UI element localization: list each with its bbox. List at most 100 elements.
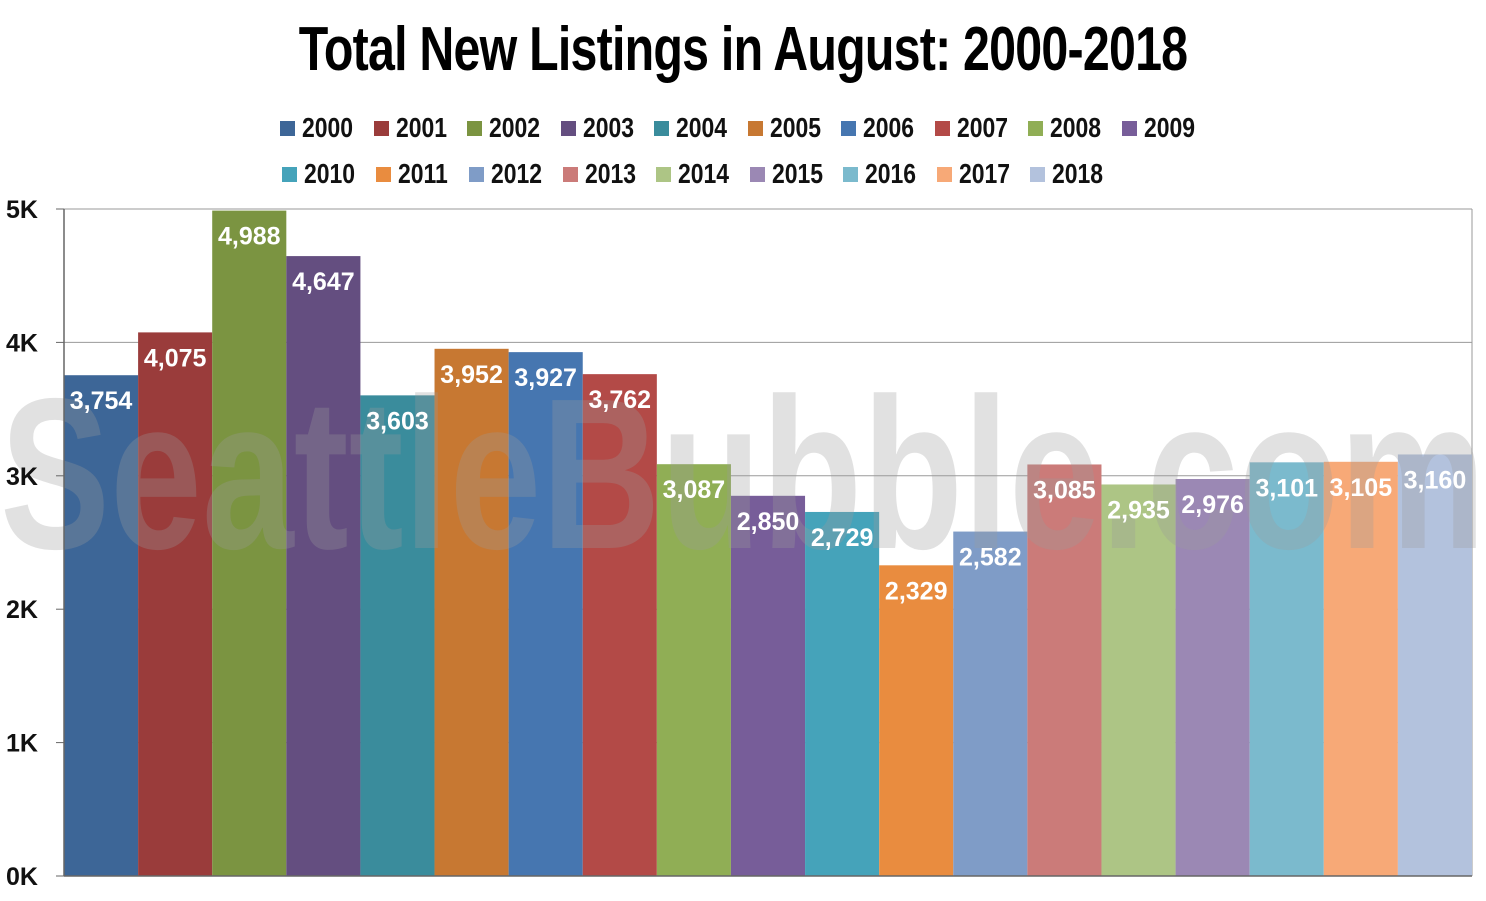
legend-item-2010: 2010 bbox=[282, 154, 366, 194]
y-tick-label: 5K bbox=[6, 196, 38, 224]
bar-2006 bbox=[508, 352, 583, 877]
data-label-2004: 3,603 bbox=[366, 407, 429, 435]
data-label-2009: 2,850 bbox=[737, 508, 800, 536]
legend-label: 2002 bbox=[489, 112, 541, 143]
legend-item-2011: 2011 bbox=[375, 154, 459, 194]
data-label-2013: 3,085 bbox=[1033, 476, 1096, 504]
bar-2002 bbox=[212, 210, 287, 876]
data-labels: 3,754 4,075 4,988 4,647 3,603 3,952 3,927 3,762… bbox=[70, 223, 1466, 606]
bar-2010 bbox=[805, 511, 880, 876]
legend-label: 2011 bbox=[397, 158, 448, 189]
bar-2015 bbox=[1175, 479, 1250, 876]
bar-2013 bbox=[1027, 464, 1102, 876]
legend-row-2: 2010 2011 2012 2013 2014 2015 2016 2017 2018 bbox=[0, 154, 1486, 194]
legend-swatch bbox=[375, 166, 391, 182]
legend-swatch bbox=[841, 120, 856, 136]
legend-item-2001: 2001 bbox=[373, 108, 458, 148]
y-tick-label: 0K bbox=[6, 863, 38, 891]
legend-swatch bbox=[1030, 166, 1045, 182]
bar-2001 bbox=[138, 332, 213, 876]
legend-label: 2016 bbox=[865, 158, 917, 189]
data-label-2015: 2,976 bbox=[1181, 491, 1244, 519]
legend-swatch bbox=[467, 120, 482, 136]
bar-2016 bbox=[1249, 462, 1324, 876]
y-tick-label: 3K bbox=[6, 463, 38, 491]
legend-label: 2006 bbox=[863, 112, 915, 143]
legend-item-2002: 2002 bbox=[467, 108, 551, 148]
data-label-2007: 3,762 bbox=[589, 386, 652, 414]
data-label-2018: 3,160 bbox=[1404, 466, 1467, 494]
legend-label: 2015 bbox=[771, 158, 823, 189]
legend-label: 2013 bbox=[584, 158, 636, 189]
legend-label: 2014 bbox=[678, 158, 730, 189]
bar-2014 bbox=[1101, 484, 1176, 876]
legend-swatch bbox=[1121, 120, 1137, 136]
data-label-2006: 3,927 bbox=[514, 364, 577, 392]
bar-2017 bbox=[1323, 461, 1398, 876]
legend-item-2014: 2014 bbox=[656, 154, 740, 194]
legend-label: 2000 bbox=[302, 112, 354, 143]
legend-label: 2001 bbox=[395, 112, 447, 143]
bars bbox=[64, 210, 1472, 877]
legend-item-2000: 2000 bbox=[280, 108, 364, 148]
legend-swatch bbox=[749, 166, 765, 182]
legend-swatch bbox=[560, 120, 576, 136]
data-label-2000: 3,754 bbox=[70, 387, 133, 415]
legend-item-2003: 2003 bbox=[560, 108, 645, 148]
data-label-2010: 2,729 bbox=[811, 524, 874, 552]
y-tick-label: 4K bbox=[6, 329, 38, 357]
axes: 0K 1K 2K 3K 4K 5K bbox=[6, 196, 1472, 891]
legend-label: 2003 bbox=[582, 112, 634, 143]
legend-label: 2004 bbox=[676, 112, 728, 143]
bar-2011 bbox=[879, 565, 954, 876]
y-tick-label: 1K bbox=[6, 730, 38, 758]
bar-2009 bbox=[730, 495, 806, 876]
legend-item-2008: 2008 bbox=[1028, 108, 1112, 148]
legend-row-1: 2000 2001 2002 2003 2004 2005 2006 2007 2008 2009 bbox=[0, 108, 1486, 148]
legend-swatch bbox=[843, 166, 858, 182]
bar-2005 bbox=[434, 348, 509, 876]
data-label-2016: 3,101 bbox=[1255, 474, 1318, 502]
legend-label: 2005 bbox=[769, 112, 821, 143]
legend-label: 2017 bbox=[958, 158, 1010, 189]
data-label-2002: 4,988 bbox=[218, 223, 281, 251]
legend-item-2012: 2012 bbox=[469, 154, 553, 194]
legend-item-2013: 2013 bbox=[562, 154, 647, 194]
legend-swatch bbox=[282, 166, 297, 182]
legend-swatch bbox=[656, 166, 671, 182]
legend-swatch bbox=[280, 120, 295, 136]
data-label-2011: 2,329 bbox=[885, 577, 948, 605]
data-label-2017: 3,105 bbox=[1330, 474, 1393, 502]
legend-swatch bbox=[934, 120, 950, 136]
legend-item-2017: 2017 bbox=[936, 154, 1021, 194]
chart-title: Total New Listings in August: 2000-2018 bbox=[298, 15, 1188, 84]
bar-2000 bbox=[64, 375, 139, 876]
legend-item-2018: 2018 bbox=[1030, 154, 1114, 194]
data-label-2003: 4,647 bbox=[292, 268, 355, 296]
bar-2004 bbox=[360, 395, 435, 876]
legend-swatch bbox=[654, 120, 669, 136]
legend-label: 2012 bbox=[491, 158, 543, 189]
data-label-2008: 3,087 bbox=[663, 476, 726, 504]
legend-label: 2009 bbox=[1143, 112, 1195, 143]
legend-swatch bbox=[936, 166, 952, 182]
legend-swatch bbox=[469, 166, 484, 182]
legend-swatch bbox=[373, 120, 389, 136]
watermark-text: SeattleBubble.com bbox=[0, 353, 1486, 594]
bar-2018 bbox=[1397, 454, 1472, 876]
legend-item-2004: 2004 bbox=[654, 108, 738, 148]
legend-item-2016: 2016 bbox=[843, 154, 927, 194]
data-label-2014: 2,935 bbox=[1107, 496, 1170, 524]
legend-swatch bbox=[562, 166, 578, 182]
legend-item-2005: 2005 bbox=[747, 108, 832, 148]
legend-label: 2010 bbox=[304, 158, 356, 189]
bar-2008 bbox=[656, 464, 731, 876]
legend-label: 2008 bbox=[1050, 112, 1102, 143]
data-label-2005: 3,952 bbox=[440, 361, 503, 389]
legend-item-2009: 2009 bbox=[1121, 108, 1206, 148]
legend-swatch bbox=[1028, 120, 1043, 136]
y-tick-label: 2K bbox=[6, 596, 38, 624]
legend-item-2015: 2015 bbox=[749, 154, 834, 194]
bar-2003 bbox=[286, 256, 361, 876]
